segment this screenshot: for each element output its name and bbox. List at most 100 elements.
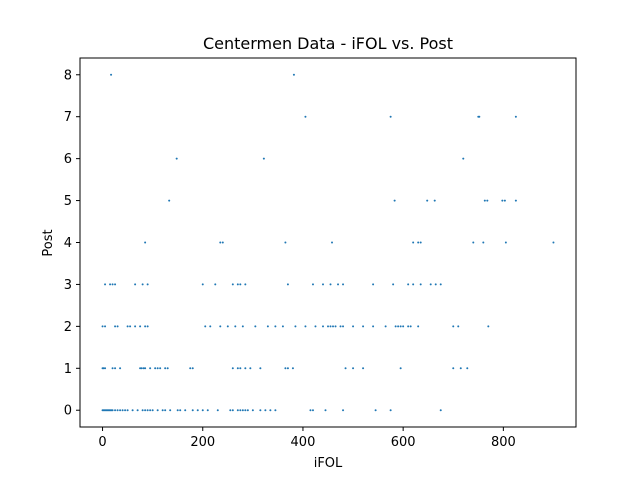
data-point (114, 283, 117, 286)
data-point (374, 409, 377, 412)
data-point (331, 241, 334, 244)
data-point (244, 367, 247, 370)
data-point (459, 367, 462, 370)
data-point (251, 409, 254, 412)
data-point (389, 115, 392, 118)
data-point (156, 409, 159, 412)
data-point (149, 367, 152, 370)
data-point (503, 199, 506, 202)
data-point (291, 367, 294, 370)
data-point (487, 325, 490, 328)
data-point (236, 283, 239, 286)
data-point (239, 409, 242, 412)
x-tick-label: 600 (391, 435, 416, 450)
data-point (269, 409, 272, 412)
data-point (161, 409, 164, 412)
data-point (116, 325, 119, 328)
data-point (126, 409, 129, 412)
y-tick-label: 0 (64, 404, 72, 419)
data-point (219, 325, 222, 328)
data-point (433, 199, 436, 202)
data-point (241, 325, 244, 328)
data-point (196, 409, 199, 412)
data-point (462, 157, 465, 160)
data-point (478, 115, 481, 118)
data-point (175, 157, 178, 160)
data-point (140, 367, 143, 370)
data-point (139, 325, 142, 328)
data-point (327, 325, 329, 328)
data-point (229, 409, 232, 412)
data-point (426, 199, 429, 202)
data-point (136, 409, 139, 412)
data-point (514, 115, 517, 118)
data-point (249, 367, 252, 370)
data-point (231, 283, 234, 286)
data-point (397, 325, 400, 328)
data-point (159, 367, 162, 370)
data-point (321, 283, 324, 286)
data-point (486, 199, 489, 202)
y-axis: 0 1 2 3 4 5 6 7 8 (64, 68, 80, 419)
data-point (244, 409, 247, 412)
data-point (362, 367, 365, 370)
data-point (144, 325, 147, 328)
y-tick-label: 6 (64, 152, 72, 167)
data-point (466, 367, 469, 370)
data-point (111, 367, 114, 370)
data-point (114, 325, 117, 328)
data-point (457, 325, 460, 328)
data-point (134, 283, 137, 286)
data-point (176, 409, 179, 412)
data-point (204, 325, 207, 328)
data-point (139, 367, 142, 370)
data-point (337, 283, 340, 286)
data-point (109, 283, 112, 286)
data-point (114, 409, 117, 412)
data-point (110, 73, 113, 76)
data-point (334, 325, 337, 328)
data-point (329, 325, 332, 328)
data-point (179, 409, 182, 412)
data-point (429, 283, 432, 286)
data-point (284, 367, 287, 370)
data-point (552, 241, 555, 244)
data-point (164, 409, 167, 412)
data-point (284, 241, 287, 244)
data-point (392, 283, 395, 286)
data-point (412, 283, 415, 286)
data-point (342, 283, 345, 286)
data-point (184, 409, 187, 412)
x-tick-label: 800 (491, 435, 516, 450)
data-point (121, 409, 124, 412)
data-point (439, 283, 442, 286)
y-tick-label: 5 (64, 194, 72, 209)
data-point (146, 325, 149, 328)
data-point (311, 283, 314, 286)
data-point (214, 283, 217, 286)
x-axis: 0 200 400 600 800 (98, 427, 516, 450)
data-point (236, 367, 239, 370)
data-point (501, 199, 504, 202)
data-point (292, 73, 295, 76)
data-point (304, 325, 307, 328)
data-point (216, 409, 219, 412)
x-tick-label: 0 (98, 435, 106, 450)
data-point (412, 241, 415, 244)
data-point (111, 409, 114, 412)
y-tick-label: 4 (64, 236, 72, 251)
points-layer (101, 73, 555, 412)
data-point (264, 409, 267, 412)
data-point (419, 241, 422, 244)
data-point (156, 367, 159, 370)
data-point (149, 409, 152, 412)
data-point (504, 241, 507, 244)
y-axis-label: Post (41, 229, 56, 256)
data-point (339, 325, 342, 328)
data-point (514, 199, 517, 202)
data-point (166, 367, 169, 370)
data-point (286, 367, 289, 370)
data-point (309, 409, 312, 412)
data-point (119, 367, 122, 370)
data-point (239, 367, 242, 370)
